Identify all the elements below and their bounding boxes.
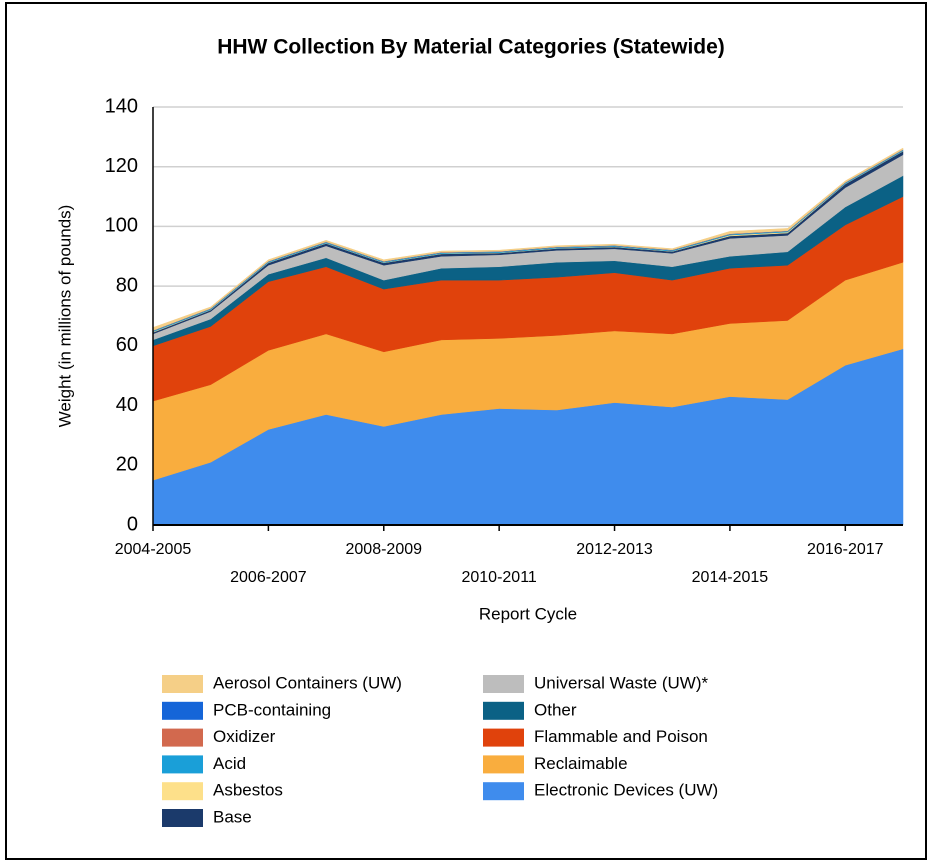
legend-label: Base	[213, 807, 252, 826]
y-tick-label: 100	[105, 215, 138, 237]
legend-swatch	[483, 675, 524, 693]
x-tick-label: 2008-2009	[346, 541, 423, 558]
x-tick-label: 2006-2007	[230, 569, 307, 586]
legend-swatch	[483, 728, 524, 747]
y-tick-label: 0	[127, 513, 138, 535]
legend-label: Universal Waste (UW)*	[534, 673, 708, 692]
y-tick-label: 60	[116, 334, 138, 356]
legend-swatch	[162, 701, 203, 720]
legend-label: Flammable and Poison	[534, 727, 708, 746]
legend-label: Acid	[213, 754, 246, 773]
legend-label: Asbestos	[213, 781, 283, 800]
legend-swatch	[483, 782, 524, 801]
legend-swatch	[162, 675, 203, 693]
legend-label: Oxidizer	[213, 727, 276, 746]
legend-label: PCB-containing	[213, 700, 331, 719]
legend-label: Other	[534, 700, 577, 719]
legend-swatch	[162, 755, 203, 774]
legend-swatch	[483, 701, 524, 720]
x-axis-title: Report Cycle	[479, 604, 577, 623]
y-axis-title: Weight (in millions of pounds)	[55, 205, 74, 428]
x-tick-label: 2012-2013	[576, 541, 653, 558]
legend-label: Reclaimable	[534, 754, 628, 773]
x-tick-label: 2016-2017	[807, 541, 884, 558]
chart-title: HHW Collection By Material Categories (S…	[217, 36, 725, 59]
y-tick-label: 120	[105, 155, 138, 177]
x-tick-label: 2014-2015	[692, 569, 769, 586]
legend-swatch	[483, 755, 524, 774]
y-tick-label: 40	[116, 394, 138, 416]
x-tick-label: 2004-2005	[115, 541, 192, 558]
legend-label: Electronic Devices (UW)	[534, 781, 718, 800]
legend-swatch	[162, 809, 203, 827]
y-tick-label: 140	[105, 95, 138, 117]
area	[152, 147, 904, 331]
legend-swatch	[162, 782, 203, 801]
y-tick-label: 20	[116, 454, 138, 476]
legend-swatch	[162, 728, 203, 747]
y-tick-label: 80	[116, 274, 138, 296]
legend-label: Aerosol Containers (UW)	[213, 673, 402, 692]
x-tick-label: 2010-2011	[461, 569, 536, 586]
